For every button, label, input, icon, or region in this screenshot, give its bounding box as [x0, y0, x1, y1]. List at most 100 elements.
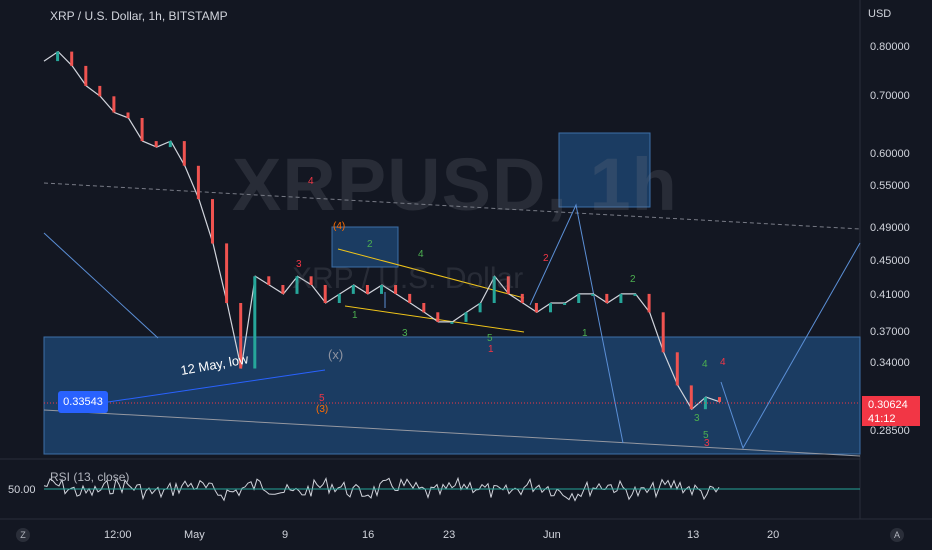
wave-label: 1 — [352, 310, 358, 321]
watermark-name: XRP / U.S. Dollar — [292, 262, 524, 295]
price-candle — [309, 276, 313, 285]
price-candle — [619, 293, 623, 303]
price-candle — [633, 293, 637, 296]
price-candle — [196, 165, 200, 200]
price-candle — [281, 285, 285, 294]
price-candle — [84, 65, 88, 86]
wave-label: 5 — [319, 393, 325, 404]
wave-label: 4 — [702, 359, 708, 370]
price-candle — [520, 293, 524, 303]
price-tick: 0.80000 — [870, 41, 910, 53]
wave-label: 3 — [402, 328, 408, 339]
bar-countdown: 41:12 — [868, 413, 896, 425]
wave-label: 3 — [704, 438, 710, 449]
price-candle — [56, 51, 60, 62]
wave-label: 2 — [367, 239, 373, 250]
price-candle — [351, 285, 355, 294]
price-candle — [549, 303, 552, 313]
price-tick: 0.60000 — [870, 148, 910, 160]
price-candle — [689, 385, 693, 410]
price-candle — [647, 293, 651, 313]
price-candle — [492, 276, 496, 303]
price-candle — [225, 243, 229, 303]
last-price-badge: 0.30624 41:12 — [862, 396, 920, 426]
date-tick: 20 — [767, 529, 780, 541]
wave-label: 3 — [694, 413, 700, 424]
resistance-dashed-line — [43, 182, 861, 230]
wave-label: 2 — [543, 253, 549, 264]
support-zone — [43, 336, 861, 455]
price-candle — [70, 51, 74, 66]
price-candle — [605, 293, 609, 303]
price-candle — [591, 293, 595, 296]
price-tick: 0.70000 — [870, 90, 910, 102]
price-candle — [253, 276, 257, 369]
price-tick: 0.49000 — [870, 222, 910, 234]
price-candle — [140, 118, 144, 142]
auto-scale-button[interactable]: A — [890, 528, 904, 542]
price-candle — [182, 141, 186, 166]
price-candle — [394, 285, 398, 294]
date-tick: 23 — [443, 529, 456, 541]
price-tick: 0.28500 — [870, 425, 910, 437]
date-tick: 13 — [687, 529, 700, 541]
date-tick: 16 — [362, 529, 375, 541]
price-candle — [534, 303, 538, 313]
price-candle — [365, 285, 369, 294]
watermark-symbol: XRPUSD, 1h — [232, 143, 678, 226]
currency-label: USD — [868, 8, 892, 20]
price-candle — [380, 285, 383, 294]
price-candle — [295, 276, 299, 294]
price-candle — [422, 303, 426, 313]
price-tick: 0.37000 — [870, 326, 910, 338]
price-candle — [675, 352, 679, 386]
arrow-forecast-2 — [720, 242, 861, 450]
price-candle — [323, 285, 327, 303]
support-line — [43, 409, 861, 457]
price-candle — [464, 312, 468, 322]
z-button[interactable]: Z — [16, 528, 30, 542]
wave-label: 1 — [582, 328, 588, 339]
wave-label: 4 — [308, 176, 314, 187]
forecast-arrows — [43, 203, 861, 450]
price-candle — [563, 303, 567, 305]
price-candle — [126, 112, 130, 119]
price-tick: 0.55000 — [870, 180, 910, 192]
price-candle — [661, 312, 665, 353]
wave-label: (3) — [316, 404, 329, 415]
price-candle — [577, 293, 581, 303]
price-candle — [112, 96, 116, 113]
price-candle — [718, 397, 721, 402]
price-candle — [267, 276, 271, 285]
date-tick: 12:00 — [104, 529, 132, 541]
wave-label: 4 — [418, 249, 424, 260]
price-candle — [98, 85, 102, 97]
rsi-title: RSI (13, close) — [50, 470, 130, 484]
wave-label: 1 — [488, 344, 494, 355]
price-candle — [408, 293, 412, 303]
wave-label: 2 — [630, 274, 636, 285]
wave-label: 5 — [703, 430, 709, 441]
price-tick: 0.34000 — [870, 357, 910, 369]
arrow-forecast-1 — [529, 203, 624, 444]
low-price-marker[interactable]: 0.33543 — [58, 391, 108, 413]
wave-label: 3 — [296, 259, 302, 270]
price-candle — [154, 141, 158, 148]
price-candle — [436, 312, 440, 322]
target-box — [558, 132, 651, 208]
wave-box — [331, 226, 399, 268]
price-candle — [450, 321, 454, 324]
wave-label: (x) — [328, 347, 344, 362]
candle-group — [56, 51, 721, 410]
price-candle — [703, 397, 707, 410]
price-tick: 0.41000 — [870, 289, 910, 301]
price-candle — [478, 303, 482, 313]
wave-label: 5 — [487, 333, 493, 344]
wave-label: 4 — [720, 357, 726, 368]
rsi-level: 50.00 — [8, 484, 36, 496]
price-candle — [168, 141, 172, 148]
price-candle — [211, 199, 214, 244]
arrow-left — [43, 232, 159, 339]
